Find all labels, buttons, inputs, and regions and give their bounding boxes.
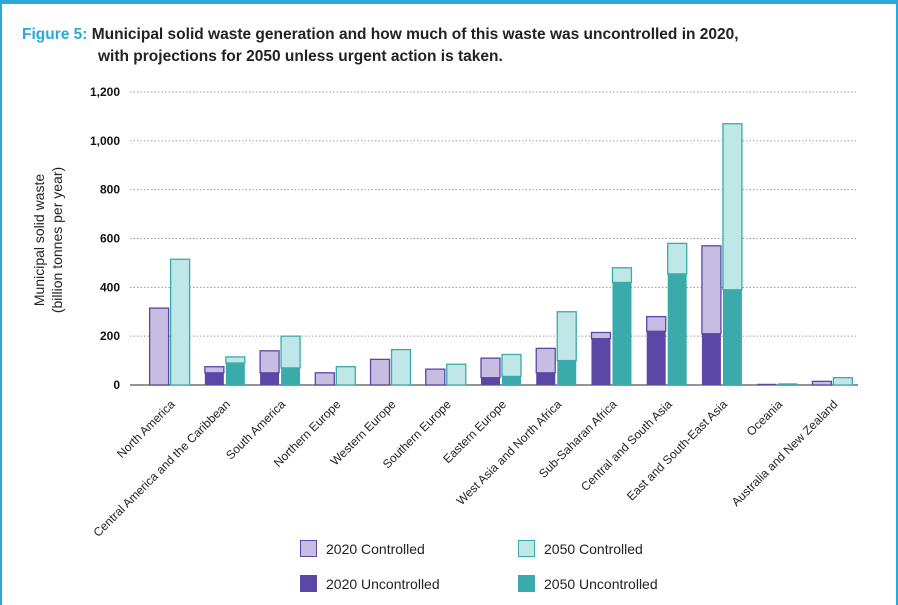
bar-2020-uncontrolled [646,331,666,385]
frame-right-border [896,0,898,605]
bar-2020-controlled [314,372,335,386]
legend-2050-controlled: 2050 Controlled [518,540,643,557]
bar-2050-uncontrolled [612,282,632,385]
bar-2020-uncontrolled [481,377,500,385]
bar-2050-controlled [501,353,522,378]
bar-2050-uncontrolled [502,376,521,385]
bar-2020-controlled [701,245,722,335]
bar-2020-uncontrolled [591,338,611,385]
y-axis-label-line1: Municipal solid waste [31,174,47,306]
category-label: East and South-East Asia [624,397,730,503]
bar-2020-uncontrolled [536,372,556,385]
y-axis-label-line2: (billion tonnes per year) [49,167,65,313]
category-label: Central and South Asia [578,397,675,494]
legend-label-2020-uncontrolled: 2020 Uncontrolled [326,575,440,592]
frame-top-border [0,0,898,4]
legend-2020-uncontrolled: 2020 Uncontrolled [300,575,440,592]
figure-number: Figure 5: [22,26,88,43]
y-tick-label: 800 [100,183,120,197]
bar-2020-controlled [425,368,446,386]
legend-label-2020-controlled: 2020 Controlled [326,540,425,557]
bar-2020-controlled [480,357,501,379]
legend-label-2050-controlled: 2050 Controlled [544,540,643,557]
bar-2050-controlled [280,335,301,369]
bar-2050-controlled [722,123,743,291]
bar-2020-uncontrolled [757,383,777,385]
bars [148,123,854,386]
legend-2050-uncontrolled: 2050 Uncontrolled [518,575,658,592]
legend-label-2050-uncontrolled: 2050 Uncontrolled [544,575,658,592]
bar-2020-uncontrolled [701,333,721,385]
y-tick-label: 200 [100,329,120,343]
bar-2050-controlled [225,356,246,364]
figure-title-line2: with projections for 2050 unless urgent … [98,48,503,65]
bar-2050-controlled [169,258,191,386]
legend-swatch-2050-uncontrolled [518,575,535,592]
bar-2020-controlled [259,350,280,374]
bar-2050-uncontrolled [225,363,245,385]
bar-2050-controlled [611,267,633,284]
bar-2050-controlled [832,377,854,386]
bar-2050-uncontrolled [667,273,687,385]
bar-2020-uncontrolled [260,372,280,385]
category-label: Australia and New Zealand [729,397,841,509]
legend-swatch-2050-controlled [518,540,535,557]
frame-left-border [0,0,2,605]
y-tick-label: 1,000 [90,134,120,148]
legend-swatch-2020-uncontrolled [300,575,317,592]
bar-2050-uncontrolled [722,289,742,385]
y-tick-label: 600 [100,232,120,246]
bar-2050-uncontrolled [281,367,301,385]
bar-2020-controlled [811,380,833,386]
bar-2050-controlled [390,348,412,386]
y-tick-label: 1,200 [90,85,120,99]
y-tick-labels: 0 200 400 600 800 1,000 1,200 [90,85,120,392]
bar-2050-uncontrolled [557,360,577,385]
bar-2050-controlled [556,311,577,362]
bar-2020-controlled [535,347,556,374]
bar-2050-uncontrolled [778,383,798,385]
bar-2020-controlled [646,315,667,332]
bar-2050-controlled [446,363,467,386]
bar-2020-controlled [369,358,391,386]
bar-2020-controlled [148,307,170,386]
y-tick-label: 0 [113,378,120,392]
bar-2050-controlled [335,366,356,386]
bar-2020-controlled [590,331,612,340]
legend-2020-controlled: 2020 Controlled [300,540,425,557]
category-label: Oceania [744,397,786,439]
grid-lines [130,91,858,386]
bar-2050-controlled [667,242,688,275]
y-tick-label: 400 [100,280,120,294]
figure-title-line1: Municipal solid waste generation and how… [91,26,739,43]
legend-swatch-2020-controlled [300,540,317,557]
bar-2020-controlled [204,366,225,374]
figure-title: Figure 5: Municipal solid waste generati… [22,24,882,68]
bar-2020-uncontrolled [204,372,224,385]
category-label: West Asia and North Africa [454,397,565,508]
